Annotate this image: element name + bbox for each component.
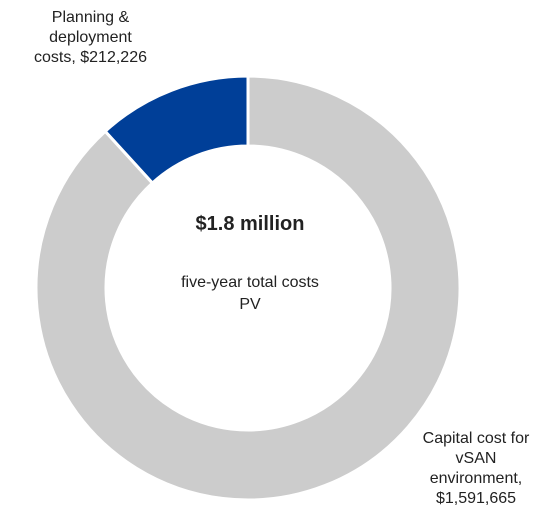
- slice-label: Capital cost for vSAN environment, $1,59…: [420, 429, 532, 509]
- slice: [34, 74, 462, 502]
- slice-label: Planning & deployment costs, $212,226: [28, 8, 153, 68]
- center-title: $1.8 million: [195, 213, 305, 235]
- category-label: Capital cost for vSAN environment,: [422, 430, 530, 487]
- category-label: Planning & deployment costs,: [34, 9, 132, 66]
- value-label: $1,591,665: [435, 490, 517, 507]
- value-label: $212,226: [80, 49, 147, 66]
- center-subtitle: five-year total costs PV: [181, 274, 319, 313]
